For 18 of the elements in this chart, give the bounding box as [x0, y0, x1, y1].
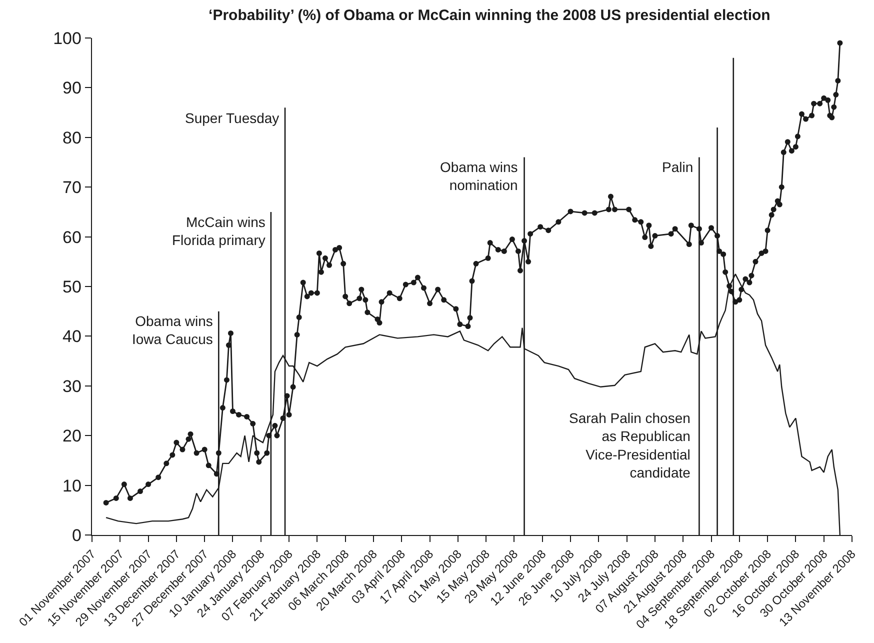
y-tick-label: 40	[62, 327, 82, 346]
y-tick-label: 80	[62, 128, 82, 148]
y-tick-label: 100	[53, 28, 82, 48]
y-tick-label: 90	[62, 78, 82, 98]
y-tick-label: 20	[62, 426, 82, 446]
y-tick-label: 10	[62, 476, 82, 496]
y-tick-label: 70	[62, 178, 82, 198]
y-tick-label: 50	[62, 277, 82, 296]
ref-line-label: Palin	[662, 159, 694, 175]
y-tick-label: 0	[72, 526, 82, 545]
ref-line-label: Obama wins nomination	[440, 159, 518, 194]
ref-line-label: Obama wins Iowa Caucus	[132, 313, 213, 348]
y-tick-label: 60	[62, 228, 82, 247]
y-tick-label: 30	[62, 376, 82, 396]
chart-title: ‘Probability’ (%) of Obama or McCain winning the 2008 US presidential election	[208, 7, 770, 24]
ref-line-label: McCain wins Florida primary	[172, 214, 266, 248]
ref-line-label: Super Tuesday	[185, 110, 280, 126]
annotation: Sarah Palin chosen as Republican Vice-Presidential candidate	[569, 410, 691, 481]
